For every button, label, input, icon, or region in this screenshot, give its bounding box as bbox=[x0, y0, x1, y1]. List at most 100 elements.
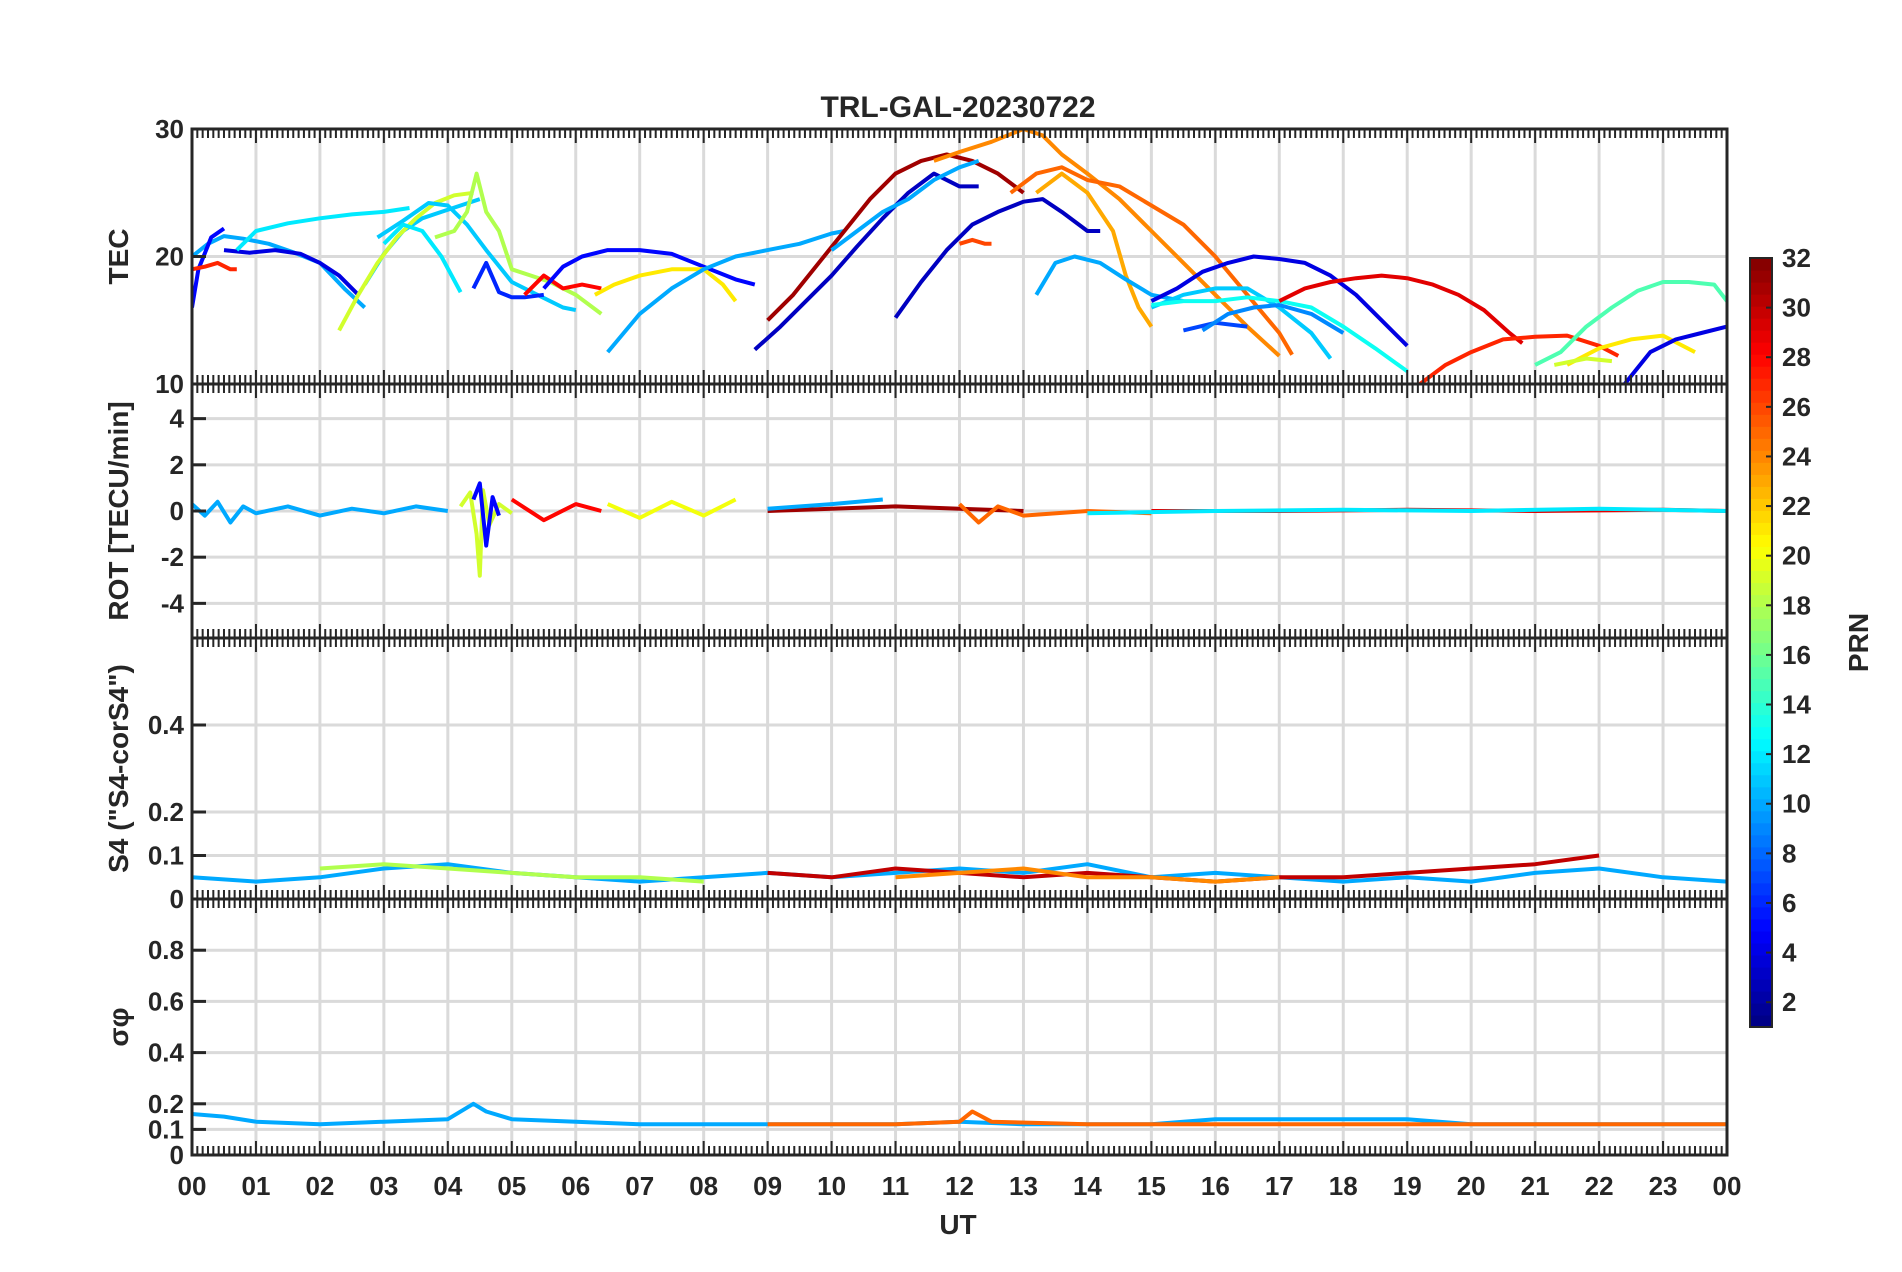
panel-s4: 0 0.1 0.2 0.4 S4 ("S4-corS4") bbox=[103, 636, 1729, 914]
series-line-prn-5 bbox=[192, 226, 226, 308]
colorbar-segment bbox=[1750, 978, 1772, 992]
series-group bbox=[192, 481, 1727, 578]
series-line-prn-5 bbox=[471, 481, 501, 548]
x-tick-label: 09 bbox=[753, 1171, 782, 1201]
y-tick-label: 0.1 bbox=[148, 1114, 184, 1144]
series-line-prn-25 bbox=[767, 1109, 1727, 1127]
colorbar-segment bbox=[1750, 654, 1772, 668]
colorbar-tick-label: 6 bbox=[1782, 888, 1796, 918]
colorbar-frame bbox=[1749, 257, 1773, 1028]
colorbar-tick-label: 18 bbox=[1782, 590, 1811, 620]
colorbar-segment bbox=[1750, 822, 1772, 836]
colorbar-segment bbox=[1750, 942, 1772, 956]
colorbar-tick-label: 24 bbox=[1782, 441, 1811, 471]
series-line-prn-3 bbox=[753, 171, 979, 352]
colorbar-segment bbox=[1750, 834, 1772, 848]
series-line-prn-18 bbox=[319, 862, 704, 884]
series-line-prn-12 bbox=[235, 206, 410, 252]
y-axis-label-tec: TEC bbox=[103, 229, 134, 285]
x-tick-label: 01 bbox=[241, 1171, 270, 1201]
x-tick-label: 15 bbox=[1137, 1171, 1166, 1201]
x-axis-label: UT bbox=[939, 1209, 976, 1240]
series-line-prn-27 bbox=[192, 260, 237, 272]
colorbar-segment bbox=[1750, 774, 1772, 788]
series-line-prn-4 bbox=[1623, 324, 1727, 384]
colorbar-segment bbox=[1750, 534, 1772, 547]
colorbar-segment bbox=[1750, 1014, 1772, 1028]
colorbar-segment bbox=[1750, 450, 1772, 463]
y-tick-label: 0 bbox=[170, 496, 184, 526]
series-line-prn-6 bbox=[471, 260, 545, 300]
colorbar-segment bbox=[1750, 270, 1772, 283]
series-line-prn-10 bbox=[606, 229, 845, 354]
colorbar-segment bbox=[1750, 462, 1772, 475]
y-tick-label: 0 bbox=[170, 1140, 184, 1170]
series-line-prn-10 bbox=[830, 159, 980, 252]
x-tick-label: 10 bbox=[817, 1171, 846, 1201]
series-line-prn-19 bbox=[1553, 356, 1613, 367]
colorbar-segment bbox=[1750, 990, 1772, 1004]
colorbar-segment bbox=[1750, 750, 1772, 764]
colorbar-segment bbox=[1750, 258, 1772, 271]
series-line-prn-27 bbox=[1418, 333, 1620, 384]
series-line-prn-10 bbox=[192, 862, 1727, 884]
y-tick-label: 0 bbox=[170, 884, 184, 914]
series-line-prn-10 bbox=[192, 499, 449, 525]
series-line-prn-9 bbox=[1201, 303, 1345, 335]
colorbar-segment bbox=[1750, 966, 1772, 980]
colorbar-tick-label: 10 bbox=[1782, 789, 1811, 819]
colorbar-tick-label: 26 bbox=[1782, 392, 1811, 422]
x-tick-label: 13 bbox=[1009, 1171, 1038, 1201]
series-line-prn-29 bbox=[1278, 273, 1524, 345]
y-axis-label-sigma_phi: σφ bbox=[103, 1007, 134, 1046]
y-tick-label: -4 bbox=[161, 588, 185, 618]
colorbar-segment bbox=[1750, 726, 1772, 740]
series-line-prn-10 bbox=[1034, 254, 1184, 304]
series-line-prn-28 bbox=[523, 273, 602, 297]
colorbar-tick-label: 20 bbox=[1782, 541, 1811, 571]
x-tick-label: 20 bbox=[1457, 1171, 1486, 1201]
colorbar-segment bbox=[1750, 570, 1772, 584]
series-line-prn-10 bbox=[767, 497, 883, 511]
colorbar-tick-label: 14 bbox=[1782, 690, 1811, 720]
colorbar-segment bbox=[1750, 414, 1772, 427]
series-line-prn-28 bbox=[510, 497, 602, 523]
colorbar-segment bbox=[1750, 390, 1772, 403]
colorbar-segment bbox=[1750, 618, 1772, 632]
x-tick-label: 07 bbox=[625, 1171, 654, 1201]
x-tick-label: 22 bbox=[1585, 1171, 1614, 1201]
x-tick-label: 16 bbox=[1201, 1171, 1230, 1201]
colorbar-label: PRN bbox=[1843, 613, 1874, 672]
colorbar-tick-label: 30 bbox=[1782, 293, 1811, 323]
x-tick-label: 04 bbox=[433, 1171, 462, 1201]
colorbar-segment bbox=[1750, 522, 1772, 535]
y-tick-label: 0.2 bbox=[148, 797, 184, 827]
colorbar-tick-label: 8 bbox=[1782, 838, 1796, 868]
series-line-prn-26 bbox=[958, 237, 992, 246]
y-axis-label-rot: ROT [TECU/min] bbox=[103, 401, 134, 620]
series-line-prn-20 bbox=[606, 497, 737, 520]
series-line-prn-11 bbox=[1150, 286, 1333, 360]
colorbar-segment bbox=[1750, 678, 1772, 692]
x-tick-label: 00 bbox=[1713, 1171, 1742, 1201]
colorbar-segment bbox=[1750, 762, 1772, 776]
y-tick-label: 2 bbox=[170, 450, 184, 480]
colorbar-segment bbox=[1750, 330, 1772, 343]
colorbar-segment bbox=[1750, 858, 1772, 872]
series-line-prn-12 bbox=[382, 222, 463, 294]
colorbar-segment bbox=[1750, 378, 1772, 391]
colorbar-segment bbox=[1750, 402, 1772, 415]
colorbar-segment bbox=[1750, 546, 1772, 559]
panel-rot: -4 -2 0 2 4 ROT [TECU/min] bbox=[103, 382, 1729, 640]
series-line-prn-23 bbox=[1035, 171, 1154, 328]
colorbar-segment bbox=[1750, 582, 1772, 596]
series-line-prn-12 bbox=[1087, 506, 1727, 516]
colorbar-tick-label: 32 bbox=[1782, 243, 1811, 273]
y-tick-label: 0.2 bbox=[148, 1089, 184, 1119]
series-line-prn-31 bbox=[766, 152, 1025, 322]
colorbar-tick-label: 2 bbox=[1782, 987, 1796, 1017]
colorbar-segment bbox=[1750, 882, 1772, 896]
y-tick-label: 4 bbox=[170, 404, 185, 434]
x-tick-label: 14 bbox=[1073, 1171, 1102, 1201]
